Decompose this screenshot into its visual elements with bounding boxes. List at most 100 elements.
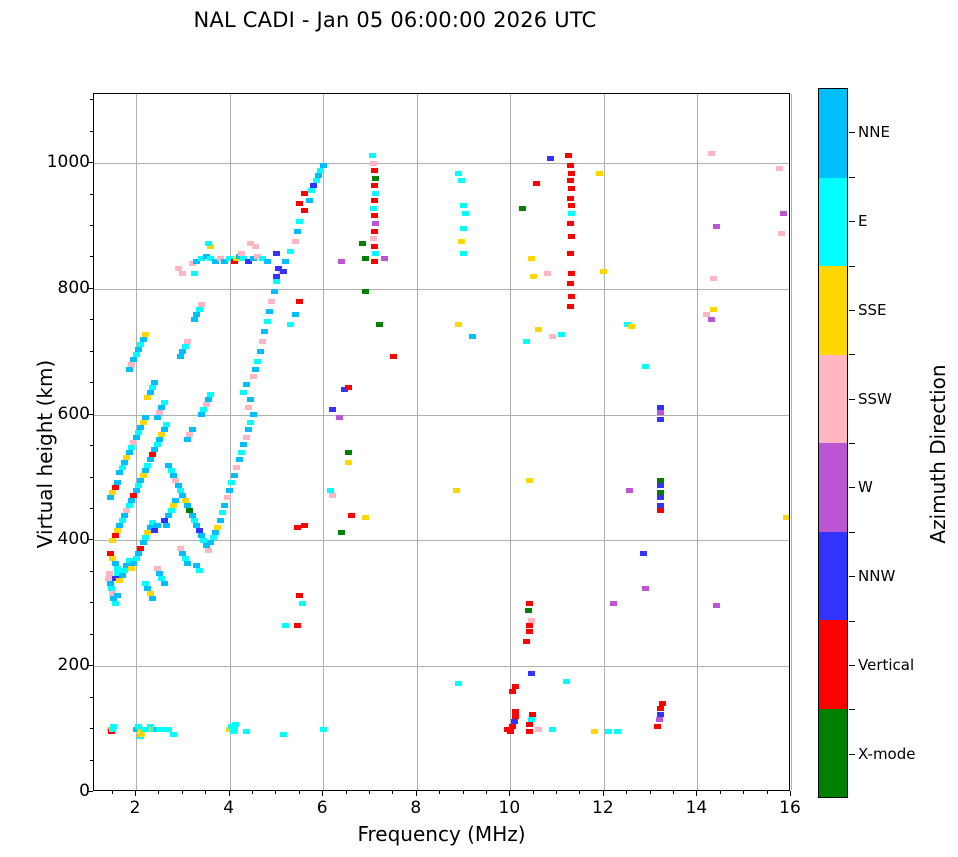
- echo-point: [163, 522, 170, 528]
- echo-point: [361, 515, 369, 521]
- echo-point: [155, 437, 163, 443]
- echo-point: [326, 487, 334, 493]
- echo-point: [127, 444, 135, 450]
- echo-point: [181, 555, 189, 561]
- echo-point: [193, 522, 201, 528]
- colorbar-tick: [849, 664, 855, 666]
- echo-point: [170, 472, 178, 478]
- echo-point: [657, 482, 665, 488]
- y-tick-minor: [90, 696, 93, 698]
- echo-point: [455, 321, 463, 327]
- echo-point: [174, 482, 182, 488]
- echo-point: [200, 407, 208, 413]
- y-tick-label: 600: [57, 403, 90, 424]
- echo-point: [120, 459, 128, 465]
- echo-point: [134, 429, 142, 435]
- echo-point: [237, 449, 245, 455]
- echo-point: [656, 490, 664, 496]
- y-tick-minor: [90, 602, 93, 604]
- echo-point: [231, 721, 239, 727]
- colorbar-tick: [849, 221, 855, 223]
- echo-point: [139, 419, 147, 425]
- echo-point: [656, 711, 664, 717]
- colorbar-label-sse: SSE: [858, 300, 887, 319]
- echo-point: [184, 437, 192, 443]
- echo-point: [312, 178, 320, 184]
- echo-point: [282, 623, 290, 629]
- echo-point: [567, 185, 575, 191]
- echo-point: [595, 170, 603, 176]
- echo-point: [657, 495, 665, 501]
- echo-point: [249, 256, 257, 262]
- echo-point: [139, 540, 147, 546]
- echo-point: [179, 550, 187, 556]
- echo-point: [105, 575, 113, 581]
- echo-point: [111, 575, 119, 581]
- echo-point: [233, 465, 241, 471]
- echo-point: [235, 457, 243, 463]
- y-tick-major: [88, 287, 93, 289]
- echo-point: [566, 281, 574, 287]
- echo-point: [123, 563, 131, 569]
- colorbar-label-nnw: NNW: [858, 567, 896, 586]
- x-tick-major: [602, 791, 604, 796]
- echo-point: [137, 477, 145, 483]
- echo-point: [240, 442, 248, 448]
- echo-point: [110, 724, 118, 730]
- echo-point: [371, 183, 379, 189]
- echo-point: [191, 517, 199, 523]
- echo-point: [310, 183, 318, 189]
- echo-point: [504, 726, 512, 732]
- echo-point: [510, 719, 518, 725]
- echo-point: [609, 600, 617, 606]
- echo-point: [219, 510, 227, 516]
- colorbar-boundary-tick: [849, 709, 855, 711]
- echo-point: [642, 585, 650, 591]
- echo-point: [370, 236, 378, 242]
- echo-point: [195, 306, 203, 312]
- echo-point: [123, 454, 131, 460]
- echo-point: [345, 459, 353, 465]
- echo-point: [525, 477, 533, 483]
- echo-point: [127, 361, 135, 367]
- y-tick-label: 800: [57, 277, 90, 298]
- echo-point: [525, 600, 533, 606]
- echo-point: [172, 477, 180, 483]
- echo-point: [235, 253, 243, 259]
- echo-point: [279, 268, 287, 274]
- echo-point: [707, 316, 715, 322]
- echo-point: [308, 188, 316, 194]
- echo-point: [600, 268, 608, 274]
- echo-point: [132, 726, 140, 732]
- echo-point: [389, 354, 397, 360]
- echo-point: [453, 487, 461, 493]
- gridline-y: [94, 666, 789, 668]
- y-tick-major: [88, 665, 93, 667]
- x-tick-major: [696, 791, 698, 796]
- echo-point: [106, 550, 114, 556]
- echo-point: [319, 163, 327, 169]
- echo-point: [139, 472, 147, 478]
- gridline-x: [603, 94, 605, 790]
- echo-point: [566, 251, 574, 257]
- page-title: NAL CADI - Jan 05 06:00:00 2026 UTC: [193, 8, 597, 32]
- echo-point: [712, 603, 720, 609]
- echo-point: [301, 190, 308, 196]
- echo-point: [188, 512, 196, 518]
- echo-point: [207, 540, 215, 546]
- echo-point: [242, 434, 250, 440]
- echo-point: [202, 253, 210, 259]
- echo-point: [511, 714, 519, 720]
- echo-point: [329, 492, 337, 498]
- y-tick-minor: [90, 445, 93, 447]
- y-tick-minor: [90, 382, 93, 384]
- echo-point: [233, 256, 241, 262]
- echo-point: [654, 724, 662, 730]
- echo-point: [526, 721, 534, 727]
- echo-point: [371, 258, 379, 264]
- echo-point: [640, 550, 648, 556]
- echo-point: [229, 729, 237, 735]
- echo-point: [305, 198, 313, 204]
- echo-point: [139, 336, 147, 342]
- echo-point: [368, 153, 376, 159]
